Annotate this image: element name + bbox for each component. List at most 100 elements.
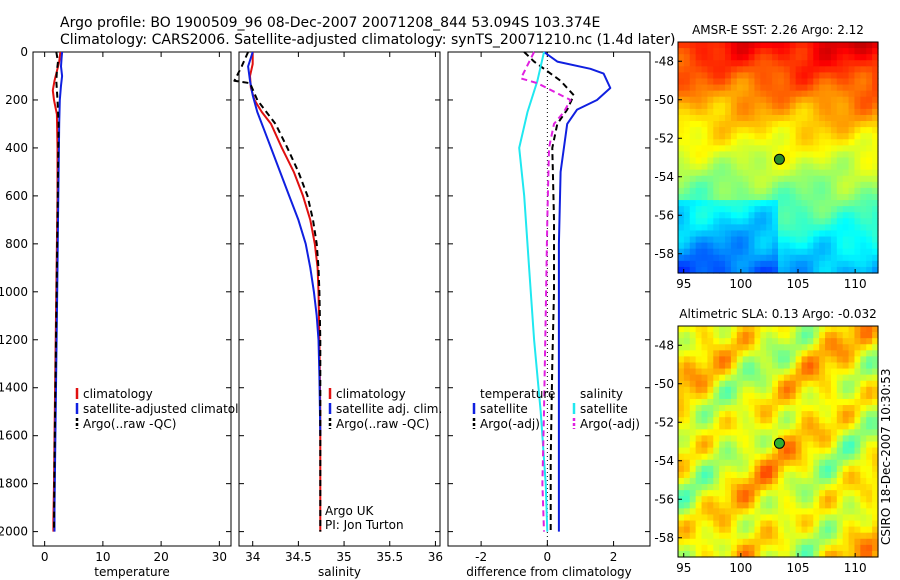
- heatmap-cell: [795, 514, 803, 522]
- heatmap-cell: [795, 435, 803, 443]
- heatmap-cell: [754, 72, 761, 80]
- heatmap-cell: [807, 490, 814, 497]
- heatmap-cell: [819, 435, 826, 443]
- heatmap-cell: [813, 332, 820, 339]
- heatmap-cell: [725, 350, 732, 357]
- heatmap-cell: [783, 133, 791, 140]
- heatmap-cell: [730, 411, 738, 418]
- heatmap-cell: [842, 550, 850, 558]
- heatmap-cell: [695, 127, 703, 134]
- heatmap-cell: [754, 447, 761, 455]
- heatmap-cell: [778, 206, 785, 213]
- heatmap-cell: [772, 326, 779, 333]
- heatmap-cell: [778, 423, 785, 430]
- heatmap-cell: [872, 114, 879, 122]
- heatmap-cell: [813, 368, 820, 376]
- heatmap-cell: [854, 338, 861, 345]
- heatmap-cell: [683, 230, 691, 238]
- heatmap-cell: [707, 200, 714, 207]
- x-tick-label: 35.5: [376, 550, 403, 564]
- heatmap-cell: [719, 236, 726, 244]
- heatmap-cell: [701, 163, 709, 171]
- heatmap-cell: [730, 187, 738, 195]
- heatmap-cell: [678, 471, 685, 479]
- heatmap-cell: [742, 417, 750, 424]
- heatmap-cell: [830, 200, 838, 207]
- heatmap-cell: [872, 193, 879, 201]
- x-tick-label: -2: [475, 550, 487, 564]
- heatmap-cell: [795, 508, 803, 516]
- heatmap-cell: [854, 114, 861, 122]
- heatmap-cell: [683, 441, 691, 449]
- heatmap-cell: [813, 374, 820, 382]
- heatmap-cell: [801, 374, 809, 382]
- heatmap-cell: [836, 508, 844, 516]
- map-frame: [677, 325, 879, 558]
- heatmap-cell: [848, 206, 856, 213]
- heatmap-cell: [742, 212, 750, 219]
- heatmap-cell: [801, 544, 809, 552]
- heatmap-cell: [783, 224, 791, 232]
- heatmap-cell: [783, 350, 791, 357]
- heatmap-cell: [830, 102, 838, 110]
- heatmap-cell: [830, 380, 838, 388]
- heatmap-cell: [713, 206, 720, 213]
- heatmap-cell: [866, 66, 873, 73]
- heatmap-cell: [842, 236, 850, 244]
- heatmap-cell: [748, 139, 756, 146]
- heatmap-cell: [730, 72, 738, 80]
- heatmap-cell: [783, 502, 791, 509]
- heatmap-cell: [683, 429, 691, 437]
- heatmap-cell: [872, 435, 879, 443]
- heatmap-cell: [695, 502, 703, 509]
- heatmap-cell: [695, 550, 703, 558]
- heatmap-cell: [695, 338, 703, 345]
- heatmap-cell: [825, 48, 832, 55]
- heatmap-cell: [848, 163, 856, 171]
- heatmap-cell: [725, 230, 732, 238]
- heatmap-cell: [795, 496, 803, 503]
- heatmap-cell: [736, 411, 744, 418]
- x-tick-label: 35: [336, 550, 351, 564]
- heatmap-cell: [854, 157, 861, 165]
- heatmap-cell: [801, 266, 809, 274]
- heatmap-cell: [719, 90, 726, 98]
- heatmap-cell: [830, 108, 838, 116]
- heatmap-cell: [866, 326, 873, 333]
- heatmap-cell: [713, 260, 720, 268]
- heatmap-cell: [825, 187, 832, 195]
- heatmap-cell: [842, 108, 850, 116]
- heatmap-cell: [701, 326, 709, 333]
- heatmap-cell: [689, 350, 697, 357]
- heatmap-cell: [830, 405, 838, 412]
- heatmap-cell: [866, 508, 873, 516]
- heatmap-cell: [760, 212, 767, 219]
- heatmap-cell: [772, 508, 779, 516]
- heatmap-cell: [748, 374, 756, 382]
- heatmap-cell: [866, 114, 873, 122]
- heatmap-cell: [736, 108, 744, 116]
- heatmap-cell: [842, 175, 850, 183]
- heatmap-cell: [766, 411, 773, 418]
- heatmap-cell: [801, 417, 809, 424]
- heatmap-cell: [836, 326, 844, 333]
- heatmap-cell: [736, 66, 744, 73]
- heatmap-cell: [736, 392, 744, 400]
- y-tick-label: 1800: [0, 477, 28, 491]
- heatmap-cell: [801, 453, 809, 461]
- heatmap-cell: [736, 508, 744, 516]
- heatmap-cell: [783, 514, 791, 522]
- heatmap-cell: [754, 526, 761, 534]
- heatmap-cell: [695, 344, 703, 351]
- heatmap-cell: [695, 48, 703, 55]
- heatmap-cell: [813, 96, 820, 104]
- heatmap-cell: [830, 242, 838, 250]
- heatmap-cell: [825, 66, 832, 73]
- heatmap-cell: [683, 72, 691, 80]
- heatmap-cell: [689, 380, 697, 388]
- heatmap-cell: [678, 374, 685, 382]
- heatmap-cell: [689, 175, 697, 183]
- heatmap-cell: [848, 230, 856, 238]
- heatmap-cell: [848, 236, 856, 244]
